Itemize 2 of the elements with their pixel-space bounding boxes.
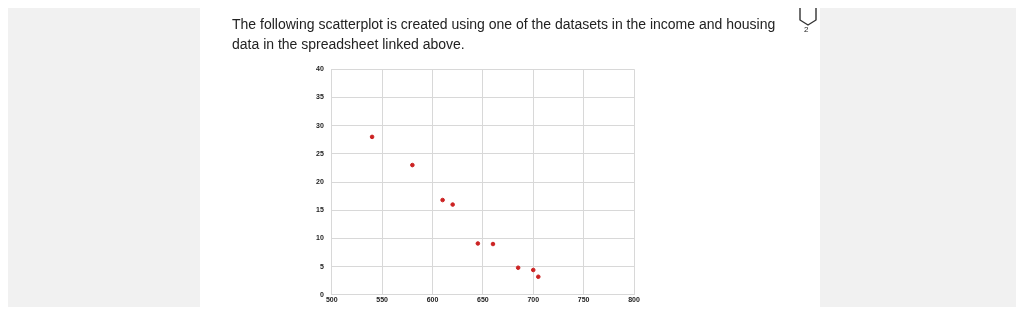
text: 2	[804, 25, 809, 34]
chart-title: The following scatterplot is created using one of the datasets in the income and housing data in the spreadsheet linked above.	[232, 15, 777, 54]
